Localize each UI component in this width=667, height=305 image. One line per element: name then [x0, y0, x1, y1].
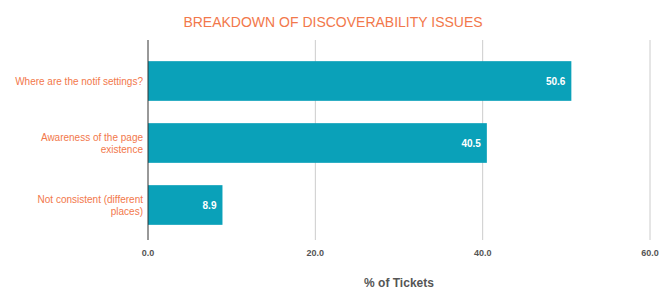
axis-label: % of Tickets: [364, 276, 434, 290]
bar: [148, 61, 571, 101]
data-label: 40.5: [461, 138, 481, 149]
category-label-line: Awareness of the page: [41, 132, 144, 143]
tick-label: 40.0: [474, 248, 492, 258]
bar: [148, 185, 222, 225]
tick-label: 60.0: [641, 248, 659, 258]
category-label-line: places): [111, 206, 143, 217]
bars: [148, 61, 571, 225]
title: BREAKDOWN OF DISCOVERABILITY ISSUES: [183, 14, 482, 30]
category-label-line: Not consistent (different: [38, 194, 144, 205]
data-label: 50.6: [546, 76, 566, 87]
category-label-line: existence: [101, 144, 144, 155]
category-label: Not consistent (differentplaces): [38, 194, 144, 217]
data-label: 8.9: [203, 200, 217, 211]
category-label-line: Where are the notif settings?: [15, 76, 143, 87]
axis-line: [148, 40, 149, 240]
bar: [148, 123, 487, 163]
grid-line: [650, 40, 651, 240]
tick-label: 0.0: [142, 248, 155, 258]
tick-label: 20.0: [307, 248, 325, 258]
chart: BREAKDOWN OF DISCOVERABILITY ISSUES 0.0 20…: [0, 0, 667, 305]
category-label: Awareness of the pageexistence: [41, 132, 144, 155]
category-label: Where are the notif settings?: [15, 76, 143, 87]
